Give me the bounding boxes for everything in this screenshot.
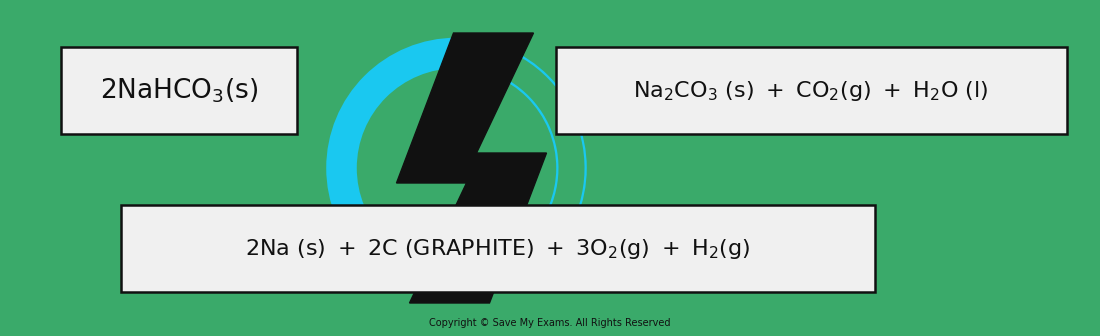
Polygon shape <box>396 33 547 303</box>
Text: $\mathregular{Na_2CO_3\ (s)\ +\ CO_2(g)\ +\ H_2O\ (l)}$: $\mathregular{Na_2CO_3\ (s)\ +\ CO_2(g)\… <box>634 79 989 103</box>
Text: $\mathregular{2NaHCO_3(s)}$: $\mathregular{2NaHCO_3(s)}$ <box>99 77 258 105</box>
FancyBboxPatch shape <box>556 47 1067 134</box>
Text: $\mathregular{2Na\ (s)\ +\ 2C\ (GRAPHITE)\ +\ 3O_2(g)\ +\ H_2(g)}$: $\mathregular{2Na\ (s)\ +\ 2C\ (GRAPHITE… <box>245 237 750 261</box>
Text: Copyright © Save My Exams. All Rights Reserved: Copyright © Save My Exams. All Rights Re… <box>429 318 671 328</box>
FancyBboxPatch shape <box>60 47 297 134</box>
FancyBboxPatch shape <box>121 205 875 292</box>
Wedge shape <box>492 48 584 266</box>
